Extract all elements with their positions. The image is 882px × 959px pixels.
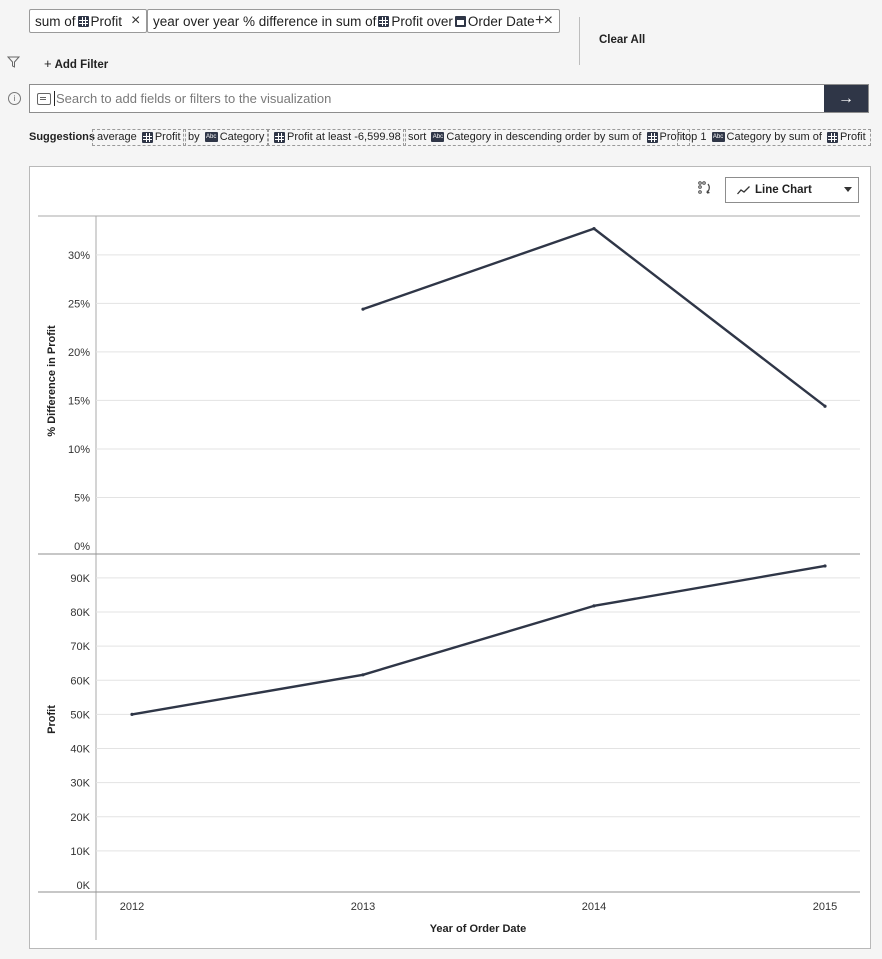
- y-tick-label: 40K: [70, 744, 90, 756]
- pill-date-field: Order Date: [467, 13, 535, 29]
- info-icon[interactable]: i: [8, 92, 21, 105]
- swap-axes-icon[interactable]: [697, 180, 713, 196]
- submit-arrow-button[interactable]: →: [824, 85, 868, 112]
- chevron-down-icon: [844, 187, 852, 192]
- y-tick-label: 0K: [77, 880, 91, 892]
- pill-prefix: sum of: [35, 13, 76, 29]
- y-tick-label: 50K: [70, 709, 90, 721]
- suggestion-chip[interactable]: top 1 Abc Category by sum of Profit: [677, 129, 871, 146]
- suggestion-chip[interactable]: Profit at least -6,599.98: [267, 129, 406, 146]
- data-point: [592, 604, 596, 608]
- y-tick-label: 5%: [74, 492, 90, 504]
- text-field-icon: Abc: [711, 132, 725, 143]
- number-field-icon: [141, 131, 153, 143]
- suggestion-chip[interactable]: by Abc Category: [183, 129, 270, 146]
- date-field-icon: [454, 15, 466, 27]
- series-line: [131, 564, 826, 716]
- text-field-icon: Abc: [431, 132, 445, 143]
- pill-prefix: year over year % difference in sum of: [153, 13, 377, 29]
- number-field-icon: [77, 15, 89, 27]
- data-point: [361, 673, 365, 677]
- x-axis-title: Year of Order Date: [430, 923, 527, 935]
- y-tick-label: 25%: [68, 298, 90, 310]
- y-axis-title: % Difference in Profit: [46, 325, 58, 437]
- x-tick-label: 2014: [582, 901, 606, 913]
- filter-icon: [7, 56, 20, 68]
- y-tick-label: 80K: [70, 607, 90, 619]
- measure-pill-yoy[interactable]: year over year % difference in sum of Pr…: [147, 9, 561, 33]
- x-tick-label: 2013: [351, 901, 375, 913]
- suggestions-label: Suggestions: [29, 131, 96, 143]
- divider: [579, 17, 580, 65]
- data-point: [823, 404, 827, 408]
- pill-field: Profit over: [391, 13, 453, 29]
- data-point: [130, 712, 134, 716]
- clear-all-button[interactable]: Clear All: [599, 34, 646, 46]
- ask-data-icon: [37, 93, 51, 105]
- y-tick-label: 30%: [68, 250, 90, 262]
- close-icon[interactable]: ×: [543, 12, 554, 29]
- y-tick-label: 90K: [70, 573, 90, 585]
- y-axis-title: Profit: [46, 705, 58, 734]
- y-tick-label: 15%: [68, 395, 90, 407]
- x-tick-label: 2012: [120, 901, 144, 913]
- y-tick-label: 70K: [70, 641, 90, 653]
- add-filter-label: Add Filter: [54, 59, 109, 71]
- y-tick-label: 0%: [74, 541, 90, 553]
- number-field-icon: [826, 131, 838, 143]
- y-tick-label: 20%: [68, 347, 90, 359]
- number-field-icon: [378, 15, 390, 27]
- y-tick-label: 60K: [70, 675, 90, 687]
- y-tick-label: 20K: [70, 812, 90, 824]
- measure-pill-profit[interactable]: sum of Profit ×: [29, 9, 148, 33]
- add-filter-button[interactable]: + Add Filter: [44, 56, 108, 71]
- chart-type-value: Line Chart: [755, 184, 812, 196]
- y-tick-label: 10K: [70, 846, 90, 858]
- chart-type-select[interactable]: Line Chart: [725, 177, 859, 203]
- suggestion-chip[interactable]: sort Abc Category in descending order by …: [403, 129, 691, 146]
- close-icon[interactable]: ×: [131, 12, 141, 29]
- y-tick-label: 30K: [70, 778, 90, 790]
- suggestion-chip[interactable]: average Profit: [92, 129, 186, 146]
- data-point: [592, 227, 596, 231]
- data-point: [361, 307, 365, 311]
- line-chart-icon: [737, 186, 750, 195]
- add-pill-button[interactable]: +: [535, 12, 545, 29]
- search-placeholder: Search to add fields or filters to the v…: [54, 91, 332, 106]
- y-tick-label: 10%: [68, 444, 90, 456]
- data-point: [823, 564, 827, 568]
- number-field-icon: [646, 131, 658, 143]
- visualization-panel: [29, 166, 871, 949]
- x-tick-label: 2015: [813, 901, 837, 913]
- search-input[interactable]: Search to add fields or filters to the v…: [29, 84, 869, 113]
- number-field-icon: [274, 131, 285, 143]
- text-field-icon: Abc: [204, 132, 218, 143]
- pill-field: Profit: [90, 13, 123, 29]
- plus-icon: +: [44, 56, 52, 71]
